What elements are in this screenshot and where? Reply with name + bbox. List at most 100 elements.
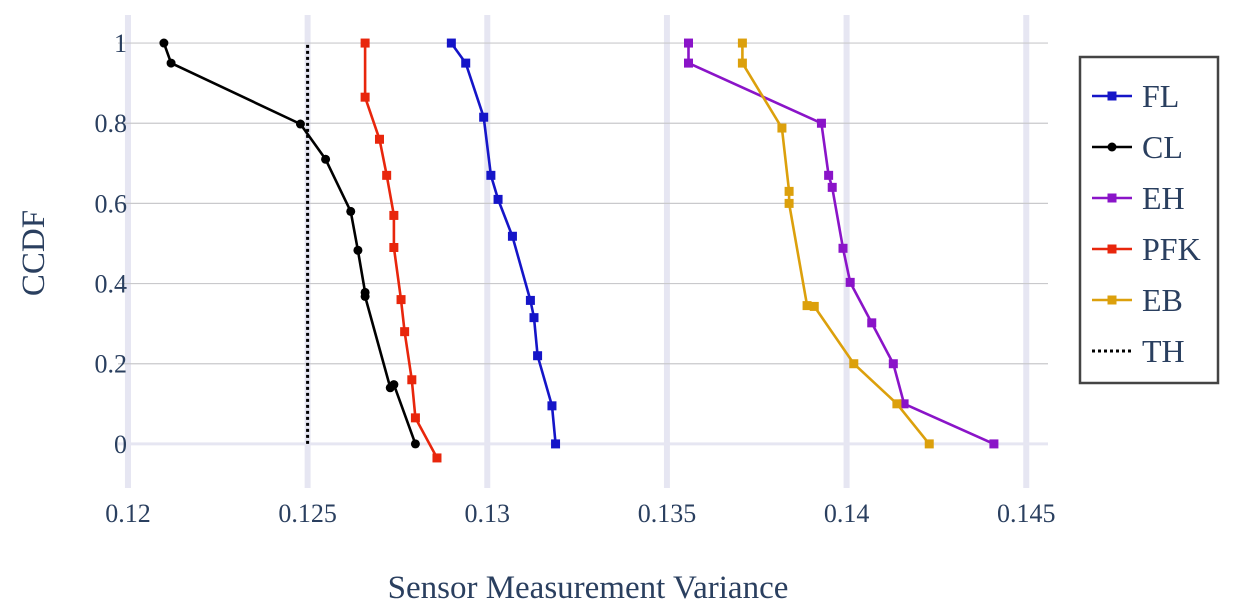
x-tick-labels: 0.12 0.125 0.13 0.135 0.14 0.145 — [105, 499, 1055, 528]
data-point-eb — [777, 123, 787, 133]
legend-items: FL CL EH PFK EB TH — [1092, 78, 1201, 369]
y-gridlines — [118, 42, 1048, 446]
data-point-pfk — [400, 327, 410, 337]
legend-marker-fl — [1107, 91, 1117, 101]
legend-item-cl: CL — [1092, 129, 1183, 165]
x-tick-label: 0.125 — [278, 499, 337, 528]
series-layer — [159, 38, 999, 463]
series-line-eh — [687, 43, 995, 446]
x-tick-label: 0.13 — [465, 499, 511, 528]
data-point-cl — [321, 154, 331, 164]
legend-marker-eb — [1107, 295, 1117, 305]
data-point-pfk — [374, 134, 384, 144]
legend-label-eh: EH — [1142, 180, 1185, 216]
data-point-eb — [802, 301, 812, 311]
data-point-eb — [924, 439, 934, 449]
y-tick-labels: 0 0.2 0.4 0.6 0.8 1 — [95, 29, 128, 459]
legend-item-eb: EB — [1092, 282, 1183, 318]
series-fl — [446, 38, 561, 449]
data-point-fl — [525, 295, 535, 305]
data-point-pfk — [360, 92, 370, 102]
data-point-fl — [493, 194, 503, 204]
series-cl — [159, 38, 420, 449]
legend: FL CL EH PFK EB TH — [1078, 55, 1220, 385]
data-point-fl — [547, 401, 557, 411]
legend-label-fl: FL — [1142, 78, 1179, 114]
data-point-eb — [849, 359, 859, 369]
data-point-cl — [353, 245, 363, 255]
data-point-fl — [533, 351, 543, 361]
y-tick-label: 0.4 — [95, 270, 128, 299]
data-point-eb — [809, 301, 819, 311]
data-point-fl — [461, 58, 471, 68]
data-point-cl — [295, 119, 305, 129]
data-point-eh — [838, 243, 848, 253]
data-point-pfk — [360, 38, 370, 48]
legend-label-pfk: PFK — [1142, 231, 1201, 267]
x-tick-label: 0.14 — [824, 499, 870, 528]
data-point-eh — [888, 359, 898, 369]
data-point-eb — [737, 38, 747, 48]
x-axis-title: Sensor Measurement Variance — [388, 570, 789, 606]
data-point-cl — [410, 439, 420, 449]
data-point-pfk — [389, 210, 399, 220]
data-point-eb — [892, 399, 902, 409]
legend-item-th: TH — [1092, 333, 1185, 369]
data-point-fl — [446, 38, 456, 48]
data-point-pfk — [407, 375, 417, 385]
legend-marker-pfk — [1107, 244, 1117, 254]
data-point-eh — [827, 182, 837, 192]
series-line-eb — [741, 43, 931, 445]
data-point-eh — [899, 399, 909, 409]
data-point-eh — [845, 277, 855, 287]
data-point-fl — [529, 313, 539, 323]
data-point-pfk — [432, 453, 442, 463]
data-point-eh — [683, 38, 693, 48]
data-point-eb — [784, 186, 794, 196]
series-eb — [737, 38, 934, 449]
x-tick-label: 0.12 — [105, 499, 151, 528]
data-point-cl — [159, 38, 169, 48]
data-point-eh — [816, 118, 826, 128]
data-point-eh — [867, 318, 877, 328]
y-tick-label: 0.2 — [95, 350, 128, 379]
legend-item-fl: FL — [1092, 78, 1179, 114]
y-tick-label: 0.6 — [95, 189, 128, 218]
data-point-eb — [737, 58, 747, 68]
x-tick-label: 0.135 — [638, 499, 697, 528]
data-point-cl — [360, 291, 370, 301]
x-tick-label: 0.145 — [997, 499, 1056, 528]
data-point-fl — [479, 112, 489, 122]
data-point-cl — [346, 206, 356, 216]
data-point-cl — [166, 58, 176, 68]
data-point-pfk — [389, 242, 399, 252]
legend-label-eb: EB — [1142, 282, 1183, 318]
data-point-cl — [389, 380, 399, 390]
data-point-pfk — [382, 170, 392, 180]
legend-label-th: TH — [1142, 333, 1185, 369]
series-eh — [683, 38, 999, 449]
data-point-eb — [784, 198, 794, 208]
y-tick-label: 0.8 — [95, 109, 128, 138]
data-point-eh — [683, 58, 693, 68]
series-pfk — [360, 38, 442, 463]
legend-marker-cl — [1107, 142, 1117, 152]
series-line-pfk — [363, 43, 439, 459]
series-line-cl — [162, 42, 417, 445]
y-axis-title: CCDF — [16, 210, 52, 296]
legend-item-pfk: PFK — [1092, 231, 1201, 267]
legend-item-eh: EH — [1092, 180, 1185, 216]
series-line-fl — [450, 42, 557, 445]
data-point-eh — [989, 439, 999, 449]
legend-label-cl: CL — [1142, 129, 1183, 165]
x-gridlines — [124, 15, 1030, 488]
legend-box — [1078, 55, 1220, 385]
y-tick-label: 1 — [114, 29, 127, 58]
data-point-pfk — [410, 413, 420, 423]
data-point-eh — [824, 170, 834, 180]
legend-marker-eh — [1107, 193, 1117, 203]
data-point-fl — [507, 231, 517, 241]
data-point-fl — [486, 170, 496, 180]
y-tick-label: 0 — [114, 430, 127, 459]
